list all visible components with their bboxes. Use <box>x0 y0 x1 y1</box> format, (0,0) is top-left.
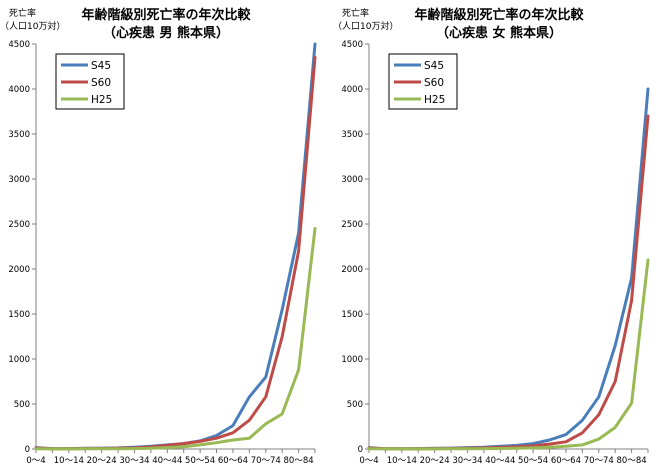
chart-subtitle: （心疾患 女 熊本県） <box>435 26 563 41</box>
y-tick-label: 3000 <box>341 175 363 185</box>
y-tick-label: 1000 <box>341 355 363 365</box>
x-tick-label: 50〜54 <box>518 456 548 466</box>
chart-title: 年齢階級別死亡率の年次比較 <box>81 8 251 23</box>
x-tick-label: 0〜4 <box>26 456 45 466</box>
series-line-H25 <box>367 258 650 451</box>
x-tick-label: 80〜84 <box>617 456 647 466</box>
series-line-H25 <box>34 227 317 451</box>
y-tick-label: 2500 <box>341 220 363 230</box>
y-tick-label: 1000 <box>8 355 30 365</box>
y-tick-label: 1500 <box>341 310 363 320</box>
y-tick-label: 3000 <box>8 175 30 185</box>
chart-title: 年齢階級別死亡率の年次比較 <box>414 8 584 23</box>
y-tick-label: 4000 <box>341 85 363 95</box>
y-tick-label: 0 <box>25 445 30 455</box>
x-tick-label: 70〜74 <box>251 456 281 466</box>
x-tick-label: 40〜44 <box>485 456 515 466</box>
y-axis-unit: （人口10万対） <box>333 22 399 32</box>
y-axis-label: 死亡率 <box>9 9 37 19</box>
y-tick-label: 4500 <box>341 40 363 50</box>
series-line-S45 <box>367 87 650 451</box>
y-tick-label: 3500 <box>341 130 363 140</box>
x-tick-label: 20〜24 <box>420 456 450 466</box>
chart-panel-male: 年齢階級別死亡率の年次比較 （心疾患 男 熊本県） 死亡率 （人口10万対） 0… <box>0 0 332 473</box>
x-tick-label: 30〜34 <box>119 456 149 466</box>
x-tick-label: 10〜14 <box>54 456 84 466</box>
y-tick-label: 2000 <box>8 265 30 275</box>
legend-label: H25 <box>424 94 445 106</box>
x-tick-label: 10〜14 <box>387 456 417 466</box>
x-tick-label: 50〜54 <box>185 456 215 466</box>
y-axis-unit: （人口10万対） <box>0 22 66 32</box>
x-tick-label: 30〜34 <box>452 456 482 466</box>
y-tick-label: 4000 <box>8 85 30 95</box>
y-tick-label: 2000 <box>341 265 363 275</box>
series-line-S60 <box>34 56 317 451</box>
y-axis-label: 死亡率 <box>342 9 370 19</box>
chart-subtitle: （心疾患 男 熊本県） <box>102 26 230 41</box>
x-tick-label: 60〜64 <box>218 456 248 466</box>
y-tick-label: 3500 <box>8 130 30 140</box>
y-tick-label: 500 <box>14 400 30 410</box>
x-tick-label: 60〜64 <box>551 456 581 466</box>
legend-label: H25 <box>91 94 112 106</box>
y-tick-label: 1500 <box>8 310 30 320</box>
legend-label: S60 <box>424 77 444 89</box>
y-tick-label: 4500 <box>8 40 30 50</box>
chart-svg: 0 500 1000 1500 2000 2500 3000 3500 4000 4500 0〜4 1… <box>341 40 650 466</box>
legend-label: S60 <box>91 77 111 89</box>
x-tick-label: 0〜4 <box>359 456 378 466</box>
x-tick-label: 70〜74 <box>584 456 614 466</box>
y-tick-label: 0 <box>358 445 363 455</box>
legend-label: S45 <box>91 60 111 72</box>
series-line-S60 <box>367 114 650 451</box>
chart-panel-female: 年齢階級別死亡率の年次比較 （心疾患 女 熊本県） 死亡率 （人口10万対） 0… <box>333 0 665 473</box>
legend-label: S45 <box>424 60 444 72</box>
x-tick-label: 80〜84 <box>284 456 314 466</box>
y-tick-label: 500 <box>347 400 363 410</box>
chart-svg: 0 500 1000 1500 2000 2500 3000 3500 4000 4500 0〜4 1… <box>8 40 317 466</box>
x-tick-label: 20〜24 <box>87 456 117 466</box>
y-tick-label: 2500 <box>8 220 30 230</box>
x-tick-label: 40〜44 <box>152 456 182 466</box>
